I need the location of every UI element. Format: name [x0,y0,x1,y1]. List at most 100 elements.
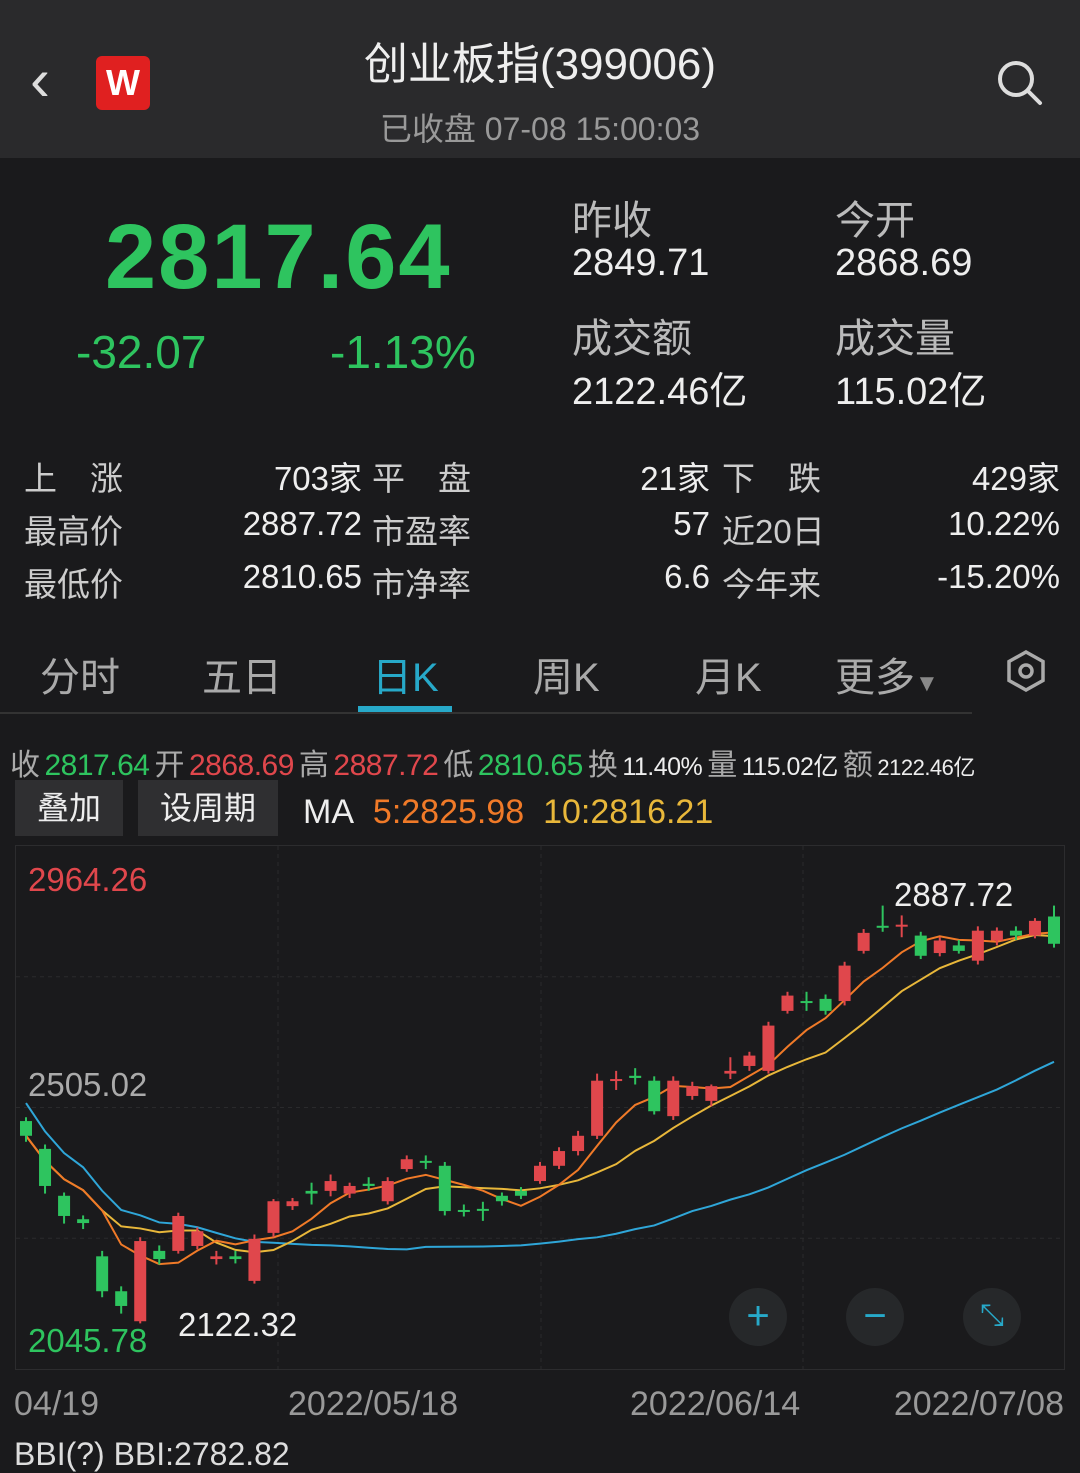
stat-label: 上 涨 [24,460,123,497]
candle-body [819,998,832,1011]
set-period-button[interactable]: 设周期 [138,780,278,836]
candle-body [400,1159,413,1170]
ma10-line [25,933,1055,1254]
low-annotation: 2122.32 [178,1306,298,1343]
vol-value: 115.02亿 [741,753,839,781]
amount-value: 2122.46亿 [572,371,748,413]
tab-daily-k[interactable]: 日K [372,656,439,700]
candle-body [153,1250,166,1260]
candle-body [286,1201,299,1207]
amt-value: 2122.46亿 [877,755,975,780]
candle-body [705,1086,718,1101]
candle-body [629,1075,642,1078]
candle-body [553,1151,566,1166]
low-value: 2810.65 [477,749,583,782]
amount-label: 成交额 [572,317,692,361]
stat-label: 最高价 [24,513,123,550]
candle-body [229,1256,242,1260]
candle-body [343,1185,356,1194]
candle-body [115,1291,128,1306]
candle-body [191,1231,204,1246]
stat-value: 57 [673,505,710,542]
candle-body [724,1070,737,1074]
x-label-1: 2022/05/18 [288,1385,459,1423]
dropdown-triangle-icon: ▼ [915,670,939,697]
current-price: 2817.64 [105,206,452,308]
tab-more-label: 更多 [835,656,915,700]
candle-body [438,1165,451,1212]
tab-intraday[interactable]: 分时 [40,656,120,700]
price-change: -32.07 [76,326,207,378]
candle-body [305,1190,318,1194]
candlestick-chart[interactable]: 2964.26 2505.02 2045.78 2887.72 2122.32 … [15,845,1065,1370]
close-value: 2817.64 [44,749,150,782]
tab-five-day[interactable]: 五日 [202,656,282,700]
candle-body [324,1181,337,1191]
high-value: 2887.72 [333,749,439,782]
high-annotation: 2887.72 [894,876,1014,913]
turnover-label: 换 [587,749,618,782]
candle-body [952,945,965,951]
page-title: 创业板指(399006) [363,40,717,89]
y-mid-label: 2505.02 [28,1066,148,1103]
ma-long-line [25,1060,1055,1251]
candle-body [495,1195,508,1202]
prev-close-value: 2849.71 [572,242,710,284]
y-min-label: 2045.78 [28,1322,148,1359]
header-bar: ‹ W 创业板指(399006) 已收盘 07-08 15:00:03 [0,0,1080,158]
amt-label: 额 [842,749,873,782]
candle-body [838,965,851,1002]
candle-body [514,1190,527,1196]
stat-value: 703家 [273,460,362,497]
ma-legend: MA 5:2825.98 10:2816.21 [303,793,713,832]
overlay-button[interactable]: 叠加 [15,780,123,836]
candle-body [1009,930,1022,936]
candle-body [172,1215,185,1251]
candle-body [476,1208,489,1211]
candle-body [20,1121,32,1136]
candle-body [895,924,908,927]
back-chevron-icon[interactable]: ‹ [30,46,50,113]
candle-body [933,940,946,954]
stat-value: 6.6 [664,558,710,595]
open-label: 今开 [835,199,915,243]
candle-body [876,925,889,928]
zoom-out-button[interactable]: − [846,1288,904,1346]
candle-body [990,930,1003,941]
tab-monthly-k[interactable]: 月K [695,656,762,700]
price-change-pct: -1.13% [330,326,476,378]
candle-body [77,1219,90,1224]
volume-value: 115.02亿 [835,371,987,413]
candle-body [591,1080,604,1136]
ma5-value: 5:2825.98 [372,793,525,831]
candle-body [610,1079,623,1082]
fullscreen-expand-icon[interactable]: ⤡ [963,1288,1021,1346]
stat-label: 市盈率 [372,513,471,550]
ohlc-summary: 收 2817.64 开 2868.69 高 2887.72 低 2810.65 … [10,740,1076,784]
y-max-label: 2964.26 [28,861,148,898]
tab-more[interactable]: 更多▼ [835,645,939,703]
close-label: 收 [10,749,40,782]
settings-hexagon-icon[interactable] [1005,650,1047,692]
candle-body [534,1165,546,1182]
volume-label: 成交量 [835,317,955,361]
candle-body [667,1080,680,1117]
candle-body [572,1135,585,1152]
stat-label: 平 盘 [372,460,471,497]
open-value: 2868.69 [835,242,973,284]
stat-value: 21家 [640,460,710,497]
search-icon[interactable] [995,58,1043,106]
ma5-line [25,931,1055,1266]
stat-value: 10.22% [948,505,1060,542]
vol-label: 量 [707,749,737,782]
market-status: 已收盘 07-08 15:00:03 [379,111,701,147]
ma10-value: 10:2816.21 [543,793,714,831]
candle-body [58,1195,71,1216]
stat-label: 市净率 [372,566,471,603]
zoom-in-button[interactable]: + [729,1288,787,1346]
tab-weekly-k[interactable]: 周K [533,656,600,700]
chart-canvas [16,846,1064,1369]
candle-body [1028,920,1041,936]
open-label: 开 [154,749,184,782]
tab-divider [0,712,972,714]
